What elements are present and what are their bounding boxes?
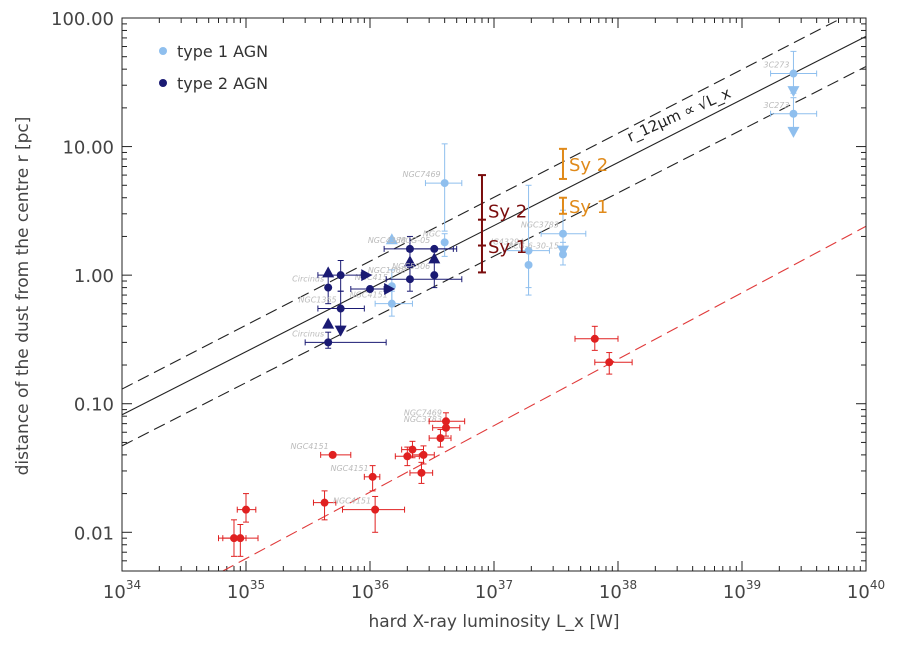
upper-limit-marker bbox=[334, 325, 347, 337]
data-point bbox=[605, 358, 614, 367]
point-label: NGC4151 bbox=[350, 291, 388, 300]
range-label: Sy 2 bbox=[488, 201, 527, 222]
data-point bbox=[417, 468, 426, 477]
lower-limit-marker bbox=[428, 252, 441, 264]
data-point bbox=[441, 417, 450, 426]
range-label: Sy 1 bbox=[569, 197, 608, 218]
point-label: NGC7469 bbox=[403, 170, 441, 179]
legend-marker-type1 bbox=[159, 47, 167, 55]
dashed-relation-line bbox=[122, 65, 866, 447]
data-point bbox=[324, 283, 333, 292]
data-point bbox=[408, 445, 417, 454]
legend-label-type2: type 2 AGN bbox=[177, 74, 268, 93]
legend-marker-type2 bbox=[159, 79, 167, 87]
point-label: NGC1068 bbox=[368, 266, 406, 275]
x-tick-label: 1035 bbox=[227, 578, 265, 603]
point-label: NGC4151 bbox=[333, 497, 371, 506]
data-point bbox=[405, 275, 414, 284]
solid-relation-line bbox=[122, 35, 866, 416]
point-label: NGC bbox=[423, 229, 441, 238]
data-point bbox=[558, 229, 567, 238]
tick-labels: 1034 1035 1036 1037 1038 1039 1040 0.01 0.10 1.00… bbox=[51, 9, 885, 603]
data-point bbox=[419, 450, 428, 459]
range-label: Sy 2 bbox=[569, 155, 608, 176]
legend: type 1 AGN type 2 AGN bbox=[159, 42, 268, 93]
data-point bbox=[524, 260, 533, 269]
point-label: NGC1365 bbox=[299, 296, 337, 305]
relation-lines bbox=[122, 18, 866, 571]
data-point bbox=[440, 179, 449, 188]
data-point bbox=[236, 534, 245, 543]
data-point bbox=[324, 338, 333, 347]
data-point bbox=[403, 452, 412, 461]
x-tick-label: 1037 bbox=[475, 578, 513, 603]
point-label: MCG-05 bbox=[399, 236, 431, 245]
point-label: MCG-6-30-15 bbox=[506, 241, 559, 250]
lower-limit-marker bbox=[322, 317, 335, 329]
y-tick-label: 10.00 bbox=[62, 138, 114, 159]
range-bars: Sy 2 Sy 1 Sy 2 Sy 1 bbox=[477, 147, 608, 274]
data-point bbox=[336, 271, 345, 280]
point-label: 3C273 bbox=[764, 61, 790, 70]
limit-arrow bbox=[384, 283, 396, 296]
lower-limit-marker bbox=[403, 255, 416, 267]
point-label: 3C273 bbox=[764, 101, 790, 110]
dashed-relation-line bbox=[222, 225, 866, 571]
point-label: NGC5506 bbox=[392, 262, 430, 271]
upper-limit-marker bbox=[787, 86, 800, 98]
x-axis-label: hard X-ray luminosity L_x [W] bbox=[368, 612, 619, 632]
x-tick-label: 1036 bbox=[351, 578, 389, 603]
point-label: NGC4388 bbox=[368, 236, 406, 245]
lower-limit-marker bbox=[385, 233, 398, 245]
x-tick-label: 1040 bbox=[847, 578, 885, 603]
data-point bbox=[328, 450, 337, 459]
point-label: NGC3783 bbox=[404, 415, 442, 424]
y-tick-label: 0.01 bbox=[74, 523, 114, 544]
data-point bbox=[789, 69, 798, 78]
data-point bbox=[590, 334, 599, 343]
upper-limit-marker bbox=[787, 126, 800, 138]
range-label: Sy 1 bbox=[488, 237, 527, 258]
dashed-relation-line bbox=[122, 18, 844, 390]
point-label: NGC4151 bbox=[330, 464, 368, 473]
x-tick-label: 1034 bbox=[103, 578, 141, 603]
point-label: Circinus bbox=[292, 275, 324, 284]
point-label: Circinus bbox=[292, 329, 324, 338]
data-point bbox=[436, 434, 445, 443]
data-point bbox=[371, 505, 380, 514]
y-tick-label: 1.00 bbox=[74, 266, 114, 287]
point-label: NGC7469 bbox=[404, 408, 442, 417]
data-point bbox=[368, 472, 377, 481]
data-point bbox=[366, 285, 374, 294]
data-point bbox=[336, 304, 345, 313]
limit-arrow bbox=[361, 269, 373, 282]
y-tick-label: 100.00 bbox=[51, 9, 114, 30]
point-label: NGC415 bbox=[355, 273, 388, 282]
data-point bbox=[789, 109, 798, 118]
plot-frame bbox=[121, 17, 867, 572]
grid-ticks bbox=[121, 17, 867, 572]
data-point bbox=[387, 299, 396, 308]
data-points: NGC7469 NGC NGC415 NGC4151 IC4329A NGC3783 MCG… bbox=[217, 50, 818, 557]
point-label: IC4329A bbox=[491, 238, 525, 247]
point-label: NGC4151 bbox=[291, 442, 329, 451]
legend-label-type1: type 1 AGN bbox=[177, 42, 268, 61]
upper-limit-marker bbox=[556, 245, 569, 257]
x-tick-label: 1039 bbox=[723, 578, 761, 603]
data-point bbox=[430, 244, 439, 253]
x-tick-label: 1038 bbox=[599, 578, 637, 603]
data-point bbox=[440, 238, 449, 247]
y-axis-label: distance of the dust from the centre r [… bbox=[13, 117, 33, 476]
y-tick-label: 0.10 bbox=[74, 395, 114, 416]
point-label: NGC3783 bbox=[521, 221, 559, 230]
data-point bbox=[242, 505, 250, 514]
data-point bbox=[430, 271, 439, 280]
lower-limit-marker bbox=[322, 266, 335, 278]
relation-label: r_12μm ∝ √L_x bbox=[624, 84, 734, 147]
data-point bbox=[320, 498, 329, 507]
